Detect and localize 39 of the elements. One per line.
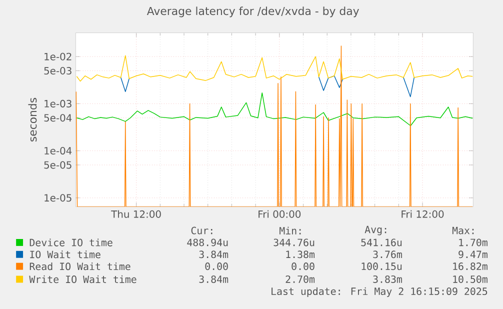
text: 1.70m [459, 238, 488, 246]
y-tick-label: 1e-04 [44, 147, 72, 155]
text: 9.47m [458, 250, 488, 258]
text: 344.76u [274, 238, 314, 246]
y-tick-label: 5e-04 [44, 114, 72, 122]
y-tick-label: 1e-02 [44, 52, 72, 60]
text: 10.50m [453, 275, 488, 283]
text: 100.15u [362, 262, 402, 270]
text: Cur: [191, 226, 212, 234]
text: 16.82m [453, 262, 488, 270]
x-tick-label: Thu 12:00 [111, 210, 161, 218]
line-series [76, 55, 473, 82]
text: 488.94u [187, 238, 228, 246]
y-tick-label: 1e-05 [44, 194, 72, 202]
y-axis-title: seconds [28, 98, 37, 142]
text: 2.70m [286, 275, 315, 283]
text: 3.84m [199, 250, 228, 258]
text: Max: [452, 226, 474, 234]
x-tick-label: Fri 12:00 [402, 210, 444, 218]
text: 3.76m [373, 250, 402, 258]
x-tick-label: Fri 00:00 [258, 210, 301, 218]
legend-label: Read IO Wait time [30, 262, 130, 270]
text: Last update: Fri May 2 16:15:09 2025 [272, 287, 488, 297]
legend-label: Write IO Wait time [29, 275, 136, 284]
text: Min: [280, 226, 301, 234]
text: 3.84m [199, 275, 228, 283]
text: 541.16u [361, 238, 402, 246]
text: 0.00 [292, 262, 314, 270]
y-tick-label: 5e-03 [44, 66, 72, 75]
chart-title: Average latency for /dev/xvda - by day [146, 6, 359, 18]
line-series [76, 92, 473, 126]
text: 3.83m [373, 275, 402, 283]
text: Avg: [364, 226, 386, 236]
legend-label: IO Wait time [30, 250, 100, 258]
legend-label: Device IO time [30, 238, 112, 246]
y-tick-label: 1e-03 [44, 100, 72, 108]
text: 0.00 [205, 262, 228, 270]
text: 1.38m [286, 250, 315, 258]
y-tick-label: 5e-05 [44, 161, 72, 169]
